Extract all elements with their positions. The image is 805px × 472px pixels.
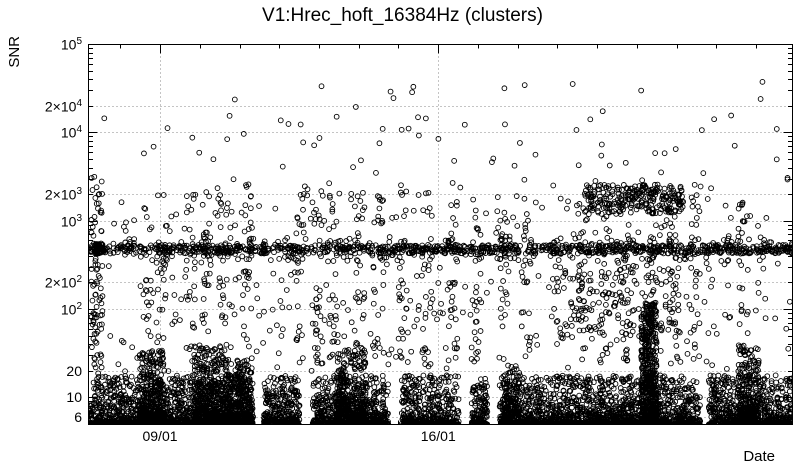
chart-title: V1:Hrec_hoft_16384Hz (clusters) [262, 5, 543, 26]
y-axis-title: SNR [6, 36, 23, 68]
x-axis-title: Date [743, 448, 775, 465]
